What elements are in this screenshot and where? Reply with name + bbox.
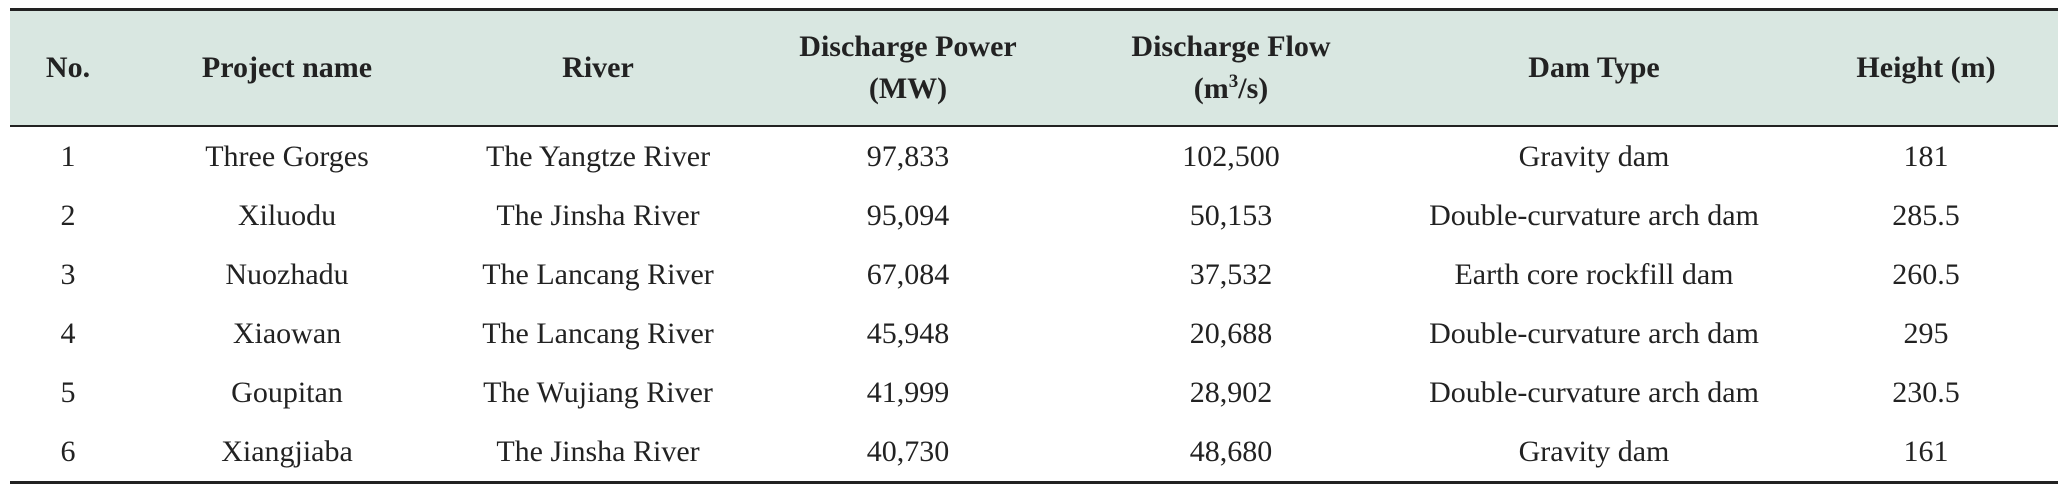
header-no: No. (10, 8, 126, 127)
cell-dam-type: Double-curvature arch dam (1429, 375, 1759, 409)
header-project-name: Project name (126, 8, 448, 127)
cell-flow: 37,532 (1189, 257, 1273, 291)
header-discharge-flow: Discharge Flow (m3/s) (1068, 8, 1394, 127)
header-flow-unit: (m3/s) (1068, 68, 1394, 110)
header-power-title: Discharge Power (799, 30, 1017, 63)
cell-flow: 48,680 (1068, 422, 1394, 484)
table-row: 5 Goupitan The Wujiang River 41,999 28,9… (10, 363, 2058, 422)
header-row: No. Project name River Discharge Power (… (10, 8, 2058, 127)
header-discharge-power: Discharge Power (MW) (748, 8, 1068, 127)
cell-dam-type: Double-curvature arch dam (1429, 316, 1759, 350)
cell-height: 295 (1903, 316, 1949, 350)
cell-height: 285.5 (1892, 198, 1960, 232)
table-row: 1 Three Gorges The Yangtze River 97,833 … (10, 126, 2058, 186)
header-flow-title: Discharge Flow (1131, 30, 1331, 63)
cell-river: The Wujiang River (483, 375, 713, 409)
cell-project: Three Gorges (205, 139, 369, 173)
hydropower-projects-table: No. Project name River Discharge Power (… (10, 8, 2058, 484)
cell-power: 95,094 (866, 198, 950, 232)
cell-dam-type: Gravity dam (1518, 139, 1670, 173)
cell-no: 2 (60, 198, 76, 232)
data-table-container: No. Project name River Discharge Power (… (10, 8, 2058, 484)
flow-unit-superscript: 3 (1228, 71, 1239, 92)
cell-river: The Yangtze River (485, 139, 711, 173)
cell-flow: 20,688 (1189, 316, 1273, 350)
cell-power: 45,948 (866, 316, 950, 350)
cell-power: 67,084 (866, 257, 950, 291)
cell-no: 1 (60, 139, 76, 173)
table-row: 4 Xiaowan The Lancang River 45,948 20,68… (10, 304, 2058, 363)
cell-height: 230.5 (1892, 375, 1960, 409)
cell-no: 5 (60, 375, 76, 409)
cell-project: Xiluodu (237, 198, 337, 232)
header-height: Height (m) (1794, 8, 2058, 127)
cell-height: 181 (1903, 139, 1949, 173)
table-header: No. Project name River Discharge Power (… (10, 8, 2058, 127)
table-row: 2 Xiluodu The Jinsha River 95,094 50,153… (10, 186, 2058, 245)
flow-unit-suffix: /s) (1238, 72, 1269, 105)
cell-height: 260.5 (1892, 257, 1960, 291)
cell-project: Goupitan (231, 375, 343, 409)
cell-river: The Jinsha River (448, 422, 748, 484)
cell-no: 4 (60, 316, 76, 350)
cell-river: The Lancang River (482, 257, 714, 291)
cell-river: The Lancang River (482, 316, 714, 350)
header-river: River (448, 8, 748, 127)
table-body: 1 Three Gorges The Yangtze River 97,833 … (10, 126, 2058, 484)
cell-power: 97,833 (866, 139, 950, 173)
cell-flow: 50,153 (1189, 198, 1273, 232)
table-row: 6 Xiangjiaba The Jinsha River 40,730 48,… (10, 422, 2058, 484)
header-power-unit: (MW) (868, 72, 948, 105)
cell-project: Xiangjiaba (126, 422, 448, 484)
cell-no: 3 (60, 257, 76, 291)
cell-power: 40,730 (748, 422, 1068, 484)
cell-height: 161 (1794, 422, 2058, 484)
cell-project: Xiaowan (232, 316, 342, 350)
cell-dam-type: Double-curvature arch dam (1429, 198, 1759, 232)
flow-unit-prefix: (m (1193, 72, 1229, 105)
cell-river: The Jinsha River (496, 198, 700, 232)
header-dam-type: Dam Type (1394, 8, 1794, 127)
cell-dam-type: Gravity dam (1394, 422, 1794, 484)
table-row: 3 Nuozhadu The Lancang River 67,084 37,5… (10, 245, 2058, 304)
cell-flow: 102,500 (1182, 139, 1280, 173)
cell-power: 41,999 (866, 375, 950, 409)
cell-no: 6 (10, 422, 126, 484)
cell-project: Nuozhadu (225, 257, 349, 291)
cell-flow: 28,902 (1189, 375, 1273, 409)
cell-dam-type: Earth core rockfill dam (1454, 257, 1734, 291)
